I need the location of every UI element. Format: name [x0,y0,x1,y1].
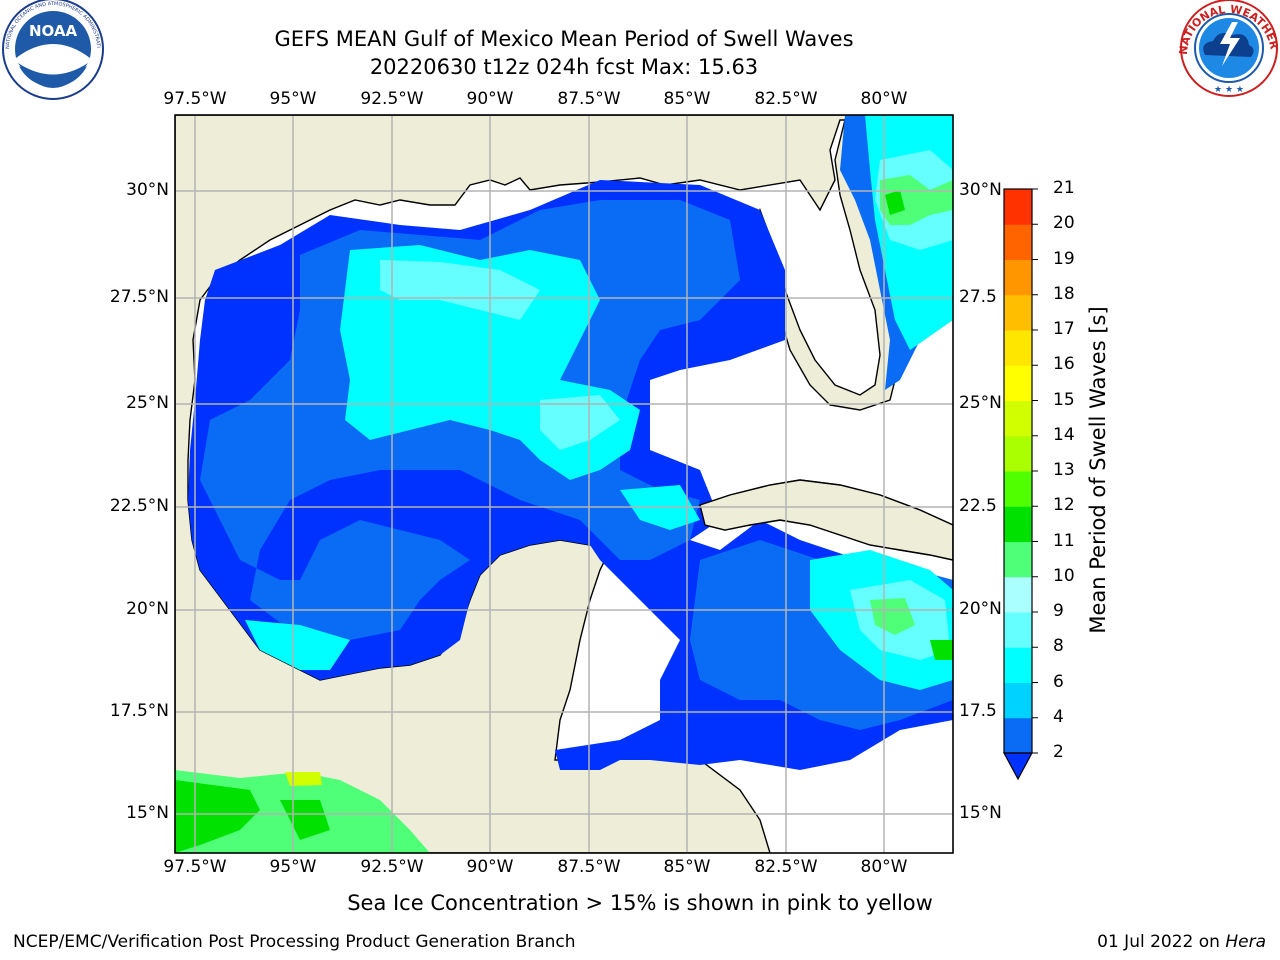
lon-label: 97.5°W [163,857,227,877]
date-footer: 01 Jul 2022 on Hera [1097,932,1266,952]
credit-text: NCEP/EMC/Verification Post Processing Pr… [13,932,576,952]
lon-label: 80°W [860,857,908,877]
svg-text:★ ★ ★: ★ ★ ★ [1214,85,1244,95]
swell-atlantic-region [840,115,953,390]
colorbar-segment [1004,717,1032,754]
colorbar-tick-label: 6 [1053,671,1064,692]
sea-ice-note-text: Sea Ice Concentration > 15% is shown in … [347,891,933,915]
colorbar [1002,188,1038,781]
colorbar-tick-label: 11 [1053,530,1075,551]
colorbar-tick-label: 9 [1053,601,1064,621]
lat-label: 30°N [959,180,1002,200]
lon-label: 95°W [269,857,317,877]
colorbar-segment [1004,576,1032,613]
lat-label: 20°N [126,599,169,619]
colorbar-segment [1004,365,1032,401]
lon-label: 80°W [860,89,908,109]
colorbar-segment [1004,259,1032,296]
swell-caribbean-region [690,540,953,730]
colorbar-segment [1004,506,1032,542]
map-title: GEFS MEAN Gulf of Mexico Mean Period of … [274,27,854,51]
colorbar-tick-label: 2 [1053,742,1064,762]
colorbar-segment [1004,294,1032,331]
colorbar-tick-label: 17 [1053,319,1075,339]
lon-label: 85°W [663,857,711,877]
graticule [175,115,953,853]
colorbar-tick-label: 18 [1053,283,1075,304]
date-footer-date: 01 Jul 2022 on [1097,932,1220,952]
lat-label: 17.5 [959,701,997,721]
lat-label: 25°N [126,393,169,413]
lat-label: 15°N [959,803,1002,823]
colorbar-segment [1004,647,1032,683]
lat-label: 15°N [126,803,169,823]
noaa-logo: NOAA NATIONAL OCEANIC AND ATMOSPHERIC AD… [0,0,104,100]
lon-label: 92.5°W [360,857,424,877]
colorbar-tick-label: 19 [1053,248,1075,269]
colorbar-tick-label: 20 [1053,213,1075,234]
colorbar-tick-label: 12 [1053,495,1075,516]
lon-label: 87.5°W [557,857,621,877]
colorbar-segment [1004,541,1032,578]
colorbar-title: Mean Period of Swell Waves [s] [1086,306,1110,634]
nws-logo: NATIONAL WEATHER SERVICE ★ ★ ★ [0,0,1280,97]
colorbar-segment [1004,435,1032,472]
lat-label: 22.5 [959,496,997,516]
lon-label: 90°W [466,89,514,109]
colorbar-tick-label: 4 [1053,706,1064,727]
colorbar-segment [1004,189,1032,225]
lat-label: 30°N [126,180,169,200]
lon-label: 82.5°W [754,857,818,877]
lat-label: 22.5°N [109,496,169,516]
colorbar-tick-label: 14 [1053,424,1075,445]
map-area [175,115,953,853]
noaa-logo-text: NOAA [29,22,78,40]
lon-label: 90°W [466,857,514,877]
lon-label: 85°W [663,89,711,109]
lat-label: 25°N [959,393,1002,413]
lat-label: 27.5°N [109,287,169,307]
colorbar-extend-arrow [1002,752,1034,781]
lon-label: 95°W [269,89,317,109]
colorbar-segment [1004,330,1032,366]
lat-label: 17.5°N [109,701,169,721]
colorbar-segment [1004,682,1032,719]
colorbar-segment [1004,400,1032,437]
lat-label: 20°N [959,599,1002,619]
colorbar-segment [1004,612,1032,648]
cuba-overlay [699,479,953,561]
nws-ring-text: NATIONAL WEATHER SERVICE [0,0,1280,55]
colorbar-segment [1004,471,1032,507]
lon-label: 82.5°W [754,89,818,109]
colorbar-tick-label: 13 [1053,460,1075,480]
map-subtitle: 20220630 t12z 024h fcst Max: 15.63 [369,55,759,79]
sea-ice-note: Sea Ice Concentration > 15% is shown in … [0,891,1280,915]
colorbar-tick-label: 21 [1053,178,1075,198]
lon-label: 92.5°W [360,89,424,109]
lat-label: 27.5 [959,287,997,307]
colorbar-tick-label: 15 [1053,389,1075,410]
svg-text:NATIONAL WEATHER SERVICE: NATIONAL WEATHER SERVICE [0,0,1280,55]
map-frame [174,114,954,854]
lon-label: 87.5°W [557,89,621,109]
colorbar-tick-label: 10 [1053,565,1075,586]
colorbar-tick-label: 8 [1053,636,1064,657]
colorbar-segment [1004,224,1032,260]
colorbar-tick-label: 16 [1053,354,1075,375]
date-footer-host: Hera [1225,932,1266,952]
lon-label: 97.5°W [163,89,227,109]
